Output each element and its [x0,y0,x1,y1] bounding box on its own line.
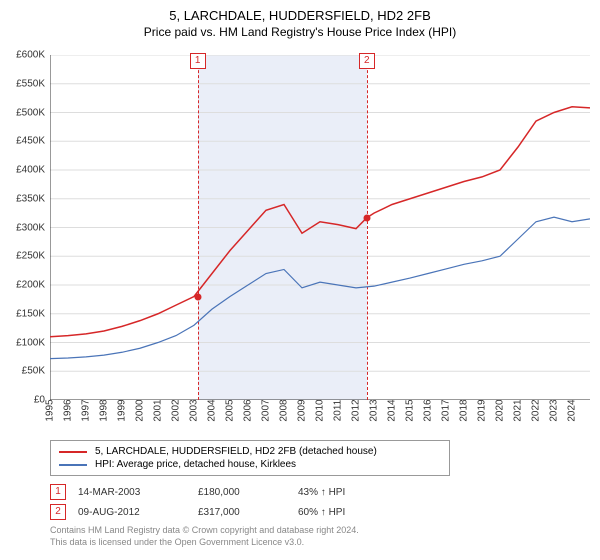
y-tick-label: £50K [22,366,45,377]
x-tick-label: 2024 [567,396,578,426]
y-tick-label: £450K [16,136,45,147]
x-tick-label: 1999 [117,396,128,426]
x-tick-label: 2016 [423,396,434,426]
y-tick-label: £250K [16,251,45,262]
legend-swatch [59,464,87,466]
x-tick-label: 2012 [351,396,362,426]
event-date: 14-MAR-2003 [78,487,198,498]
y-tick-label: £400K [16,165,45,176]
x-tick-label: 2009 [297,396,308,426]
x-tick-label: 2004 [207,396,218,426]
chart-subtitle: Price paid vs. HM Land Registry's House … [0,23,600,39]
y-tick-label: £300K [16,222,45,233]
x-tick-label: 2005 [225,396,236,426]
footer-line: This data is licensed under the Open Gov… [50,537,359,549]
y-tick-label: £150K [16,308,45,319]
x-tick-label: 2010 [315,396,326,426]
x-tick-label: 2021 [513,396,524,426]
x-tick-label: 1995 [45,396,56,426]
x-tick-label: 2023 [549,396,560,426]
y-tick-label: £0 [34,395,45,406]
event-pct: 60% ↑ HPI [298,507,398,518]
events-table: 1 14-MAR-2003 £180,000 43% ↑ HPI 2 09-AU… [50,482,398,522]
event-date: 09-AUG-2012 [78,507,198,518]
chart-area: 12 £0£50K£100K£150K£200K£250K£300K£350K£… [50,55,590,400]
x-tick-label: 2002 [171,396,182,426]
event-dot [363,214,370,221]
event-marker-icon: 2 [50,504,66,520]
line-series [50,55,590,400]
footer: Contains HM Land Registry data © Crown c… [50,525,359,548]
chart-title: 5, LARCHDALE, HUDDERSFIELD, HD2 2FB [0,0,600,23]
event-pct: 43% ↑ HPI [298,487,398,498]
x-tick-label: 2008 [279,396,290,426]
x-tick-label: 2000 [135,396,146,426]
x-tick-label: 2014 [387,396,398,426]
event-price: £317,000 [198,507,298,518]
x-tick-label: 2003 [189,396,200,426]
y-tick-label: £500K [16,107,45,118]
legend-item: HPI: Average price, detached house, Kirk… [59,458,441,471]
event-marker-icon: 1 [50,484,66,500]
event-row: 2 09-AUG-2012 £317,000 60% ↑ HPI [50,502,398,522]
event-row: 1 14-MAR-2003 £180,000 43% ↑ HPI [50,482,398,502]
event-marker-box: 1 [190,53,206,69]
x-tick-label: 1998 [99,396,110,426]
chart-container: 5, LARCHDALE, HUDDERSFIELD, HD2 2FB Pric… [0,0,600,560]
y-tick-label: £550K [16,78,45,89]
event-marker-box: 2 [359,53,375,69]
legend: 5, LARCHDALE, HUDDERSFIELD, HD2 2FB (det… [50,440,450,476]
legend-swatch [59,451,87,453]
event-dot [194,293,201,300]
y-tick-label: £600K [16,50,45,61]
x-tick-label: 2019 [477,396,488,426]
x-tick-label: 2011 [333,396,344,426]
x-tick-label: 2020 [495,396,506,426]
event-price: £180,000 [198,487,298,498]
x-tick-label: 2022 [531,396,542,426]
x-tick-label: 2001 [153,396,164,426]
x-tick-label: 1997 [81,396,92,426]
x-tick-label: 1996 [63,396,74,426]
footer-line: Contains HM Land Registry data © Crown c… [50,525,359,537]
x-tick-label: 2018 [459,396,470,426]
y-tick-label: £350K [16,193,45,204]
legend-label: HPI: Average price, detached house, Kirk… [95,459,296,470]
x-tick-label: 2015 [405,396,416,426]
x-tick-label: 2013 [369,396,380,426]
x-tick-label: 2006 [243,396,254,426]
y-tick-label: £100K [16,337,45,348]
x-tick-label: 2017 [441,396,452,426]
x-tick-label: 2007 [261,396,272,426]
y-tick-label: £200K [16,280,45,291]
legend-item: 5, LARCHDALE, HUDDERSFIELD, HD2 2FB (det… [59,445,441,458]
legend-label: 5, LARCHDALE, HUDDERSFIELD, HD2 2FB (det… [95,446,377,457]
